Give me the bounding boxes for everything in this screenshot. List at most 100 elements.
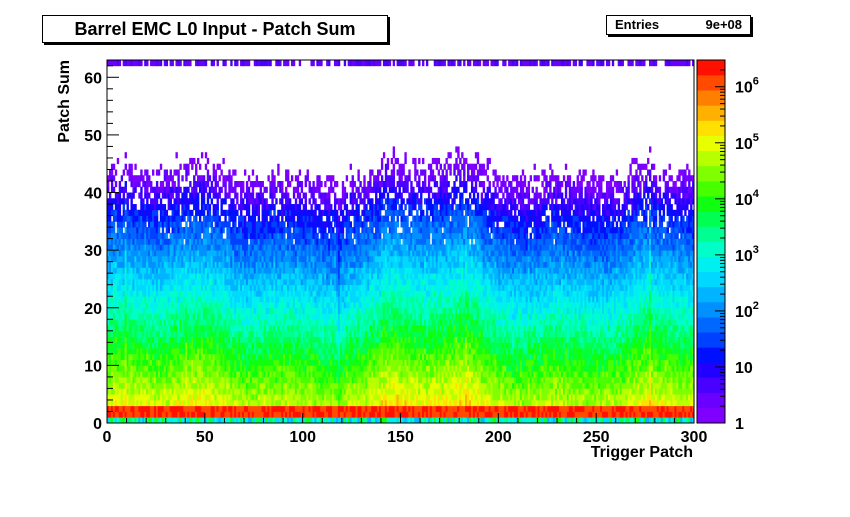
heatmap-cell: [288, 348, 292, 355]
heatmap-cell: [185, 330, 188, 337]
heatmap-cell: [173, 376, 176, 384]
heatmap-cell: [294, 394, 298, 401]
heatmap-cell: [148, 417, 151, 424]
heatmap-cell: [326, 348, 329, 355]
heatmap-cell: [330, 302, 333, 309]
heatmap-cell: [257, 336, 261, 343]
heatmap-cell: [283, 353, 286, 361]
heatmap-cell: [247, 296, 251, 303]
heatmap-cell: [226, 399, 229, 407]
heatmap-cell: [228, 325, 231, 332]
heatmap-cell: [140, 302, 143, 309]
heatmap-cell: [163, 204, 167, 211]
heatmap-cell: [287, 169, 290, 176]
heatmap-cell: [187, 330, 190, 337]
heatmap-cell: [259, 399, 262, 407]
heatmap-cell: [247, 330, 251, 337]
heatmap-cell: [161, 278, 165, 286]
heatmap-cell: [285, 204, 288, 211]
heatmap-cell: [320, 399, 323, 407]
heatmap-cell: [112, 238, 116, 245]
heatmap-cell: [294, 359, 298, 366]
heatmap-cell: [310, 382, 313, 389]
heatmap-cell: [263, 60, 266, 67]
heatmap-cell: [257, 204, 261, 211]
heatmap-cell: [136, 371, 139, 378]
heatmap-cell: [341, 290, 345, 297]
heatmap-cell: [183, 319, 186, 326]
heatmap-cell: [142, 319, 145, 326]
heatmap-cell: [302, 215, 306, 222]
heatmap-cell: [153, 371, 157, 378]
heatmap-cell: [263, 405, 266, 412]
heatmap-cell: [247, 221, 251, 228]
heatmap-cell: [138, 209, 141, 216]
heatmap-cell: [169, 330, 172, 337]
heatmap-cell: [290, 325, 294, 332]
heatmap-cell: [279, 307, 282, 314]
heatmap-cell: [240, 325, 243, 332]
heatmap-cell: [208, 302, 212, 309]
heatmap-cell: [124, 319, 127, 326]
heatmap-cell: [333, 192, 337, 199]
heatmap-cell: [251, 238, 255, 245]
heatmap-cell: [200, 388, 204, 395]
heatmap-cell: [251, 261, 255, 268]
heatmap-cell: [224, 255, 227, 263]
heatmap-cell: [296, 399, 300, 407]
heatmap-cell: [326, 394, 329, 401]
heatmap-cell: [316, 307, 319, 314]
heatmap-cell: [142, 394, 145, 401]
heatmap-cell: [226, 342, 229, 349]
heatmap-cell: [126, 336, 129, 343]
heatmap-cell: [136, 313, 139, 320]
heatmap-cell: [116, 394, 120, 401]
heatmap-cell: [175, 330, 178, 337]
heatmap-cell: [242, 319, 245, 326]
heatmap-cell: [259, 238, 262, 245]
heatmap-cell: [238, 319, 241, 326]
heatmap-cell: [163, 302, 167, 309]
heatmap-cell: [230, 290, 233, 297]
heatmap-cell: [318, 181, 321, 188]
heatmap-cell: [261, 238, 264, 245]
heatmap-cell: [140, 244, 143, 251]
heatmap-cell: [245, 278, 249, 286]
heatmap-cell: [238, 399, 241, 407]
heatmap-cell: [161, 342, 165, 349]
heatmap-cell: [333, 342, 337, 349]
heatmap-cell: [179, 163, 182, 170]
heatmap-cell: [242, 342, 245, 349]
heatmap-cell: [218, 261, 221, 268]
heatmap-cell: [144, 232, 147, 240]
heatmap-cell: [222, 209, 225, 216]
heatmap-cell: [228, 175, 231, 182]
heatmap-cell: [218, 255, 221, 263]
heatmap-cell: [128, 302, 131, 309]
heatmap-cell: [216, 371, 219, 378]
heatmap-cell: [288, 365, 292, 372]
heatmap-cell: [208, 399, 212, 407]
heatmap-cell: [285, 307, 288, 314]
heatmap-cell: [124, 163, 127, 170]
heatmap-cell: [150, 394, 153, 401]
heatmap-cell: [236, 209, 239, 216]
heatmap-cell: [277, 307, 280, 314]
heatmap-cell: [110, 336, 114, 343]
heatmap-cell: [218, 307, 221, 314]
heatmap-cell: [224, 261, 227, 268]
heatmap-cell: [140, 353, 143, 361]
heatmap-cell: [114, 336, 118, 343]
heatmap-cell: [157, 232, 161, 240]
heatmap-cell: [330, 330, 333, 337]
heatmap-cell: [195, 181, 198, 188]
heatmap-cell: [330, 244, 333, 251]
heatmap-cell: [285, 250, 288, 257]
heatmap-cell: [267, 353, 270, 361]
heatmap-cell: [107, 359, 110, 366]
heatmap-cell: [283, 267, 286, 274]
heatmap-cell: [173, 284, 176, 291]
heatmap-cell: [136, 411, 139, 418]
heatmap-cell: [314, 227, 317, 234]
heatmap-cell: [202, 198, 206, 205]
